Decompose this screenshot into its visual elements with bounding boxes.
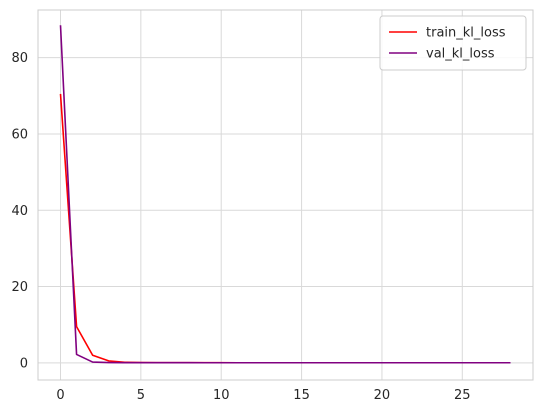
- legend-box: [379, 15, 527, 71]
- x-tick-label: 25: [454, 388, 471, 403]
- x-tick-label: 15: [293, 388, 310, 403]
- legend-label-train_kl_loss: train_kl_loss: [426, 26, 506, 41]
- y-tick-labels: 0 20 40 60 80: [11, 51, 28, 371]
- x-tick-label: 20: [374, 388, 391, 403]
- y-tick-label: 0: [20, 356, 28, 371]
- series-layer: [59, 25, 511, 364]
- y-tick-label: 40: [11, 204, 28, 219]
- x-tick-label: 5: [137, 388, 145, 403]
- y-tick-label: 20: [11, 280, 28, 295]
- plot-frame: [37, 9, 534, 381]
- legend-label-val_kl_loss: val_kl_loss: [426, 47, 495, 62]
- x-tick-labels: 0 5 10 15 20 25: [56, 388, 470, 403]
- legend: train_kl_loss val_kl_loss: [379, 15, 527, 71]
- x-tick-label: 10: [213, 388, 230, 403]
- x-tick-label: 0: [56, 388, 64, 403]
- y-tick-label: 80: [11, 51, 28, 66]
- y-tick-label: 60: [11, 127, 28, 142]
- series-line-val_kl_loss: [59, 25, 511, 364]
